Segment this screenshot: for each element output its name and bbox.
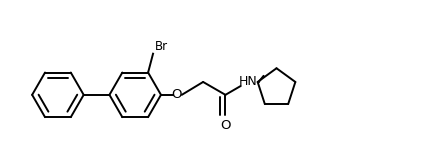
Text: O: O [172, 88, 182, 101]
Text: HN: HN [238, 75, 257, 89]
Text: O: O [220, 119, 231, 132]
Text: Br: Br [155, 40, 168, 53]
